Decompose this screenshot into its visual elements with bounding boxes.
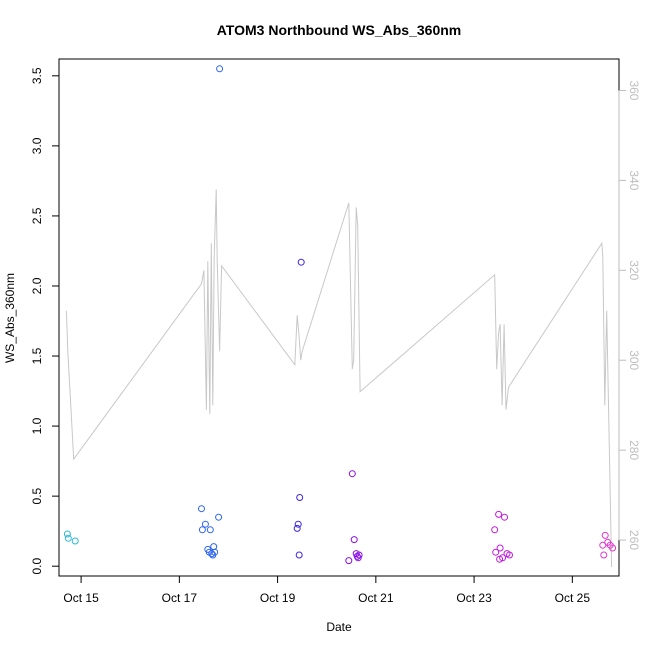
data-point [499, 554, 507, 562]
y2-tick-label: 280 [627, 440, 641, 460]
y2-tick-label: 360 [627, 80, 641, 100]
data-point [345, 557, 353, 565]
data-point [609, 544, 617, 552]
data-point [350, 536, 358, 544]
y-tick-label: 2.0 [30, 277, 44, 294]
data-point [63, 530, 71, 538]
data-point [496, 544, 504, 552]
data-point [600, 551, 608, 559]
secondary-line [65, 189, 613, 568]
y2-axis: 260 280 300 320 340 360 [618, 80, 641, 550]
y-tick-label: 1.5 [30, 347, 44, 364]
data-point [294, 520, 302, 528]
x-axis: Oct 15 Oct 17 Oct 19 Oct 21 Oct 23 Oct 25 [63, 575, 591, 605]
data-point [198, 505, 205, 513]
secondary-line-layer [65, 189, 613, 568]
data-point [501, 513, 508, 521]
x-tick-label: Oct 25 [555, 591, 591, 605]
y-tick-label: 2.5 [30, 207, 44, 224]
y-axis: 0.0 0.5 1.0 1.5 2.0 2.5 3.0 3.5 [30, 67, 60, 575]
x-tick-label: Oct 19 [260, 591, 296, 605]
y-tick-label: 1.0 [30, 417, 44, 434]
data-point [297, 258, 305, 266]
data-point [215, 513, 223, 521]
x-tick-label: Oct 17 [162, 591, 198, 605]
data-point [601, 531, 609, 539]
data-point [293, 524, 301, 532]
data-point [198, 526, 206, 534]
data-point [206, 526, 214, 534]
data-point [506, 551, 513, 559]
data-point [201, 520, 209, 528]
y-tick-label: 0.0 [30, 558, 44, 575]
data-point [211, 548, 219, 556]
plot-frame [58, 58, 620, 577]
data-point [495, 510, 503, 518]
x-tick-label: Oct 15 [63, 591, 99, 605]
data-point [492, 548, 500, 556]
y2-tick-label: 340 [627, 170, 641, 190]
data-point [64, 534, 72, 542]
x-tick-label: Oct 23 [456, 591, 492, 605]
data-point [295, 551, 303, 559]
y-axis-label: WS_Abs_360nm [3, 273, 17, 363]
y-tick-label: 0.5 [30, 487, 44, 504]
data-point [210, 543, 218, 551]
data-point [355, 551, 363, 559]
points-layer [63, 65, 617, 565]
data-point [216, 65, 224, 73]
y2-tick-label: 320 [627, 260, 641, 280]
y2-tick-label: 260 [627, 530, 641, 550]
y-tick-label: 3.5 [30, 67, 44, 84]
y-tick-label: 3.0 [30, 137, 44, 154]
data-point [296, 494, 304, 501]
x-axis-label: Date [326, 620, 352, 634]
data-point [491, 526, 499, 534]
data-point [348, 470, 356, 478]
chart-title: ATOM3 Northbound WS_Abs_360nm [217, 22, 462, 38]
data-point [71, 537, 79, 545]
data-point [353, 552, 361, 560]
x-tick-label: Oct 21 [358, 591, 394, 605]
y2-tick-label: 300 [627, 350, 641, 370]
